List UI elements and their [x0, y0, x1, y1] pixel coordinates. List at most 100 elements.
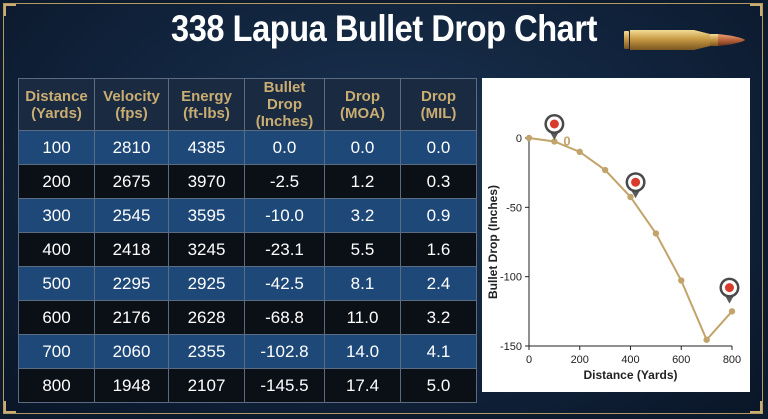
table-cell: 4385 [168, 130, 245, 165]
table-cell: 3970 [168, 164, 245, 199]
table-cell: 3.2 [400, 300, 477, 335]
x-tick-label: 600 [672, 354, 690, 366]
x-axis-title: Distance (Yards) [583, 368, 677, 382]
table-cell: 500 [18, 266, 95, 301]
drop-point [652, 230, 660, 237]
y-tick-label: -100 [500, 272, 522, 284]
table-cell: 14.0 [324, 334, 401, 369]
pin-bullseye [724, 283, 734, 293]
frame-corner [4, 401, 16, 413]
y-tick-label: -50 [506, 202, 522, 214]
table-row: 500 2295 2925 -42.5 8.1 2.4 [18, 266, 477, 301]
table-cell: 2675 [94, 164, 169, 199]
pin-bullseye [631, 177, 641, 187]
target-pin-icon [625, 172, 646, 199]
drop-point [601, 166, 609, 174]
table-cell: 2.4 [400, 266, 477, 301]
table-header-row: Distance (Yards) Velocity (fps) Energy (ft-… [18, 78, 477, 131]
drop-point [728, 308, 736, 315]
table-cell: 200 [18, 164, 95, 199]
table-cell: 2355 [168, 334, 245, 369]
point-annotation: 0 [563, 133, 570, 148]
table-cell: -2.5 [244, 164, 325, 199]
target-pin-icon [544, 114, 565, 140]
header-distance: Distance (Yards) [18, 78, 95, 131]
table-cell: 17.4 [324, 368, 401, 403]
table-cell: 2810 [94, 130, 169, 165]
cartridge-icon [624, 30, 745, 50]
frame-corner [750, 4, 762, 16]
table-cell: -10.0 [244, 198, 325, 233]
drop-chart-panel: 0 -50 -100 -150 0 200 400 600 800 Distance (Yards… [482, 78, 750, 392]
table-cell: 0.0 [400, 130, 477, 165]
frame-corner [750, 401, 762, 413]
drop-chart: 0 -50 -100 -150 0 200 400 600 800 Distance (Yards… [486, 114, 741, 382]
drop-point [703, 336, 710, 343]
table-cell: 2295 [94, 266, 169, 301]
page-title: 338 Lapua Bullet Drop Chart [171, 8, 597, 49]
table-cell: 5.0 [400, 368, 477, 403]
drop-point [525, 134, 533, 142]
table-cell: 3.2 [324, 198, 401, 233]
table-cell: 2107 [168, 368, 245, 403]
drop-point [678, 277, 685, 284]
table-cell: 1.2 [324, 164, 401, 199]
table-row: 700 2060 2355 -102.8 14.0 4.1 [18, 334, 477, 369]
table-cell: 11.0 [324, 300, 401, 335]
table-cell: 0.0 [324, 130, 401, 165]
table-cell: 800 [18, 368, 95, 403]
x-tick-label: 200 [571, 354, 589, 366]
y-axis-title: Bullet Drop (Inches) [486, 185, 500, 299]
table-cell: 2060 [94, 334, 169, 369]
drop-point [576, 148, 583, 156]
table-cell: 300 [18, 198, 95, 233]
header-energy: Energy (ft-lbs) [168, 78, 245, 131]
header-drop-moa: Drop (MOA) [324, 78, 401, 131]
table-cell: 1948 [94, 368, 169, 403]
table-cell: -42.5 [244, 266, 325, 301]
table-cell: 2628 [168, 300, 245, 335]
x-tick-label: 800 [723, 354, 741, 366]
table-cell: 400 [18, 232, 95, 267]
table-cell: -145.5 [244, 368, 325, 403]
table-row: 800 1948 2107 -145.5 17.4 5.0 [18, 368, 477, 403]
table-row: 600 2176 2628 -68.8 11.0 3.2 [18, 300, 477, 335]
drop-point [551, 138, 558, 145]
table-cell: -102.8 [244, 334, 325, 369]
table-cell: 600 [18, 300, 95, 335]
table-row: 200 2675 3970 -2.5 1.2 0.3 [18, 164, 477, 199]
ballistics-table: Distance (Yards) Velocity (fps) Energy (ft-… [18, 78, 477, 403]
table-cell: 3595 [168, 198, 245, 233]
frame-corner [4, 4, 16, 16]
header-drop-mil: Drop (MIL) [400, 78, 477, 131]
header-velocity: Velocity (fps) [94, 78, 169, 131]
table-cell: 0.3 [400, 164, 477, 199]
table-cell: 700 [18, 334, 95, 369]
table-cell: 8.1 [324, 266, 401, 301]
table-cell: 0.9 [400, 198, 477, 233]
y-tick-label: -150 [500, 341, 522, 353]
y-tick-label: 0 [516, 133, 522, 145]
x-tick-label: 400 [621, 354, 639, 366]
table-cell: -68.8 [244, 300, 325, 335]
x-tick-label: 0 [526, 354, 532, 366]
table-cell: -23.1 [244, 232, 325, 267]
table-cell: 0.0 [244, 130, 325, 165]
table-cell: 1.6 [400, 232, 477, 267]
table-cell: 4.1 [400, 334, 477, 369]
drop-point [627, 193, 634, 201]
table-row: 400 2418 3245 -23.1 5.5 1.6 [18, 232, 477, 267]
table-cell: 2176 [94, 300, 169, 335]
table-row: 100 2810 4385 0.0 0.0 0.0 [18, 130, 477, 165]
drop-line [528, 137, 733, 342]
header-bullet-drop: Bullet Drop (Inches) [244, 78, 325, 131]
table-cell: 3245 [168, 232, 245, 267]
table-row: 300 2545 3595 -10.0 3.2 0.9 [18, 198, 477, 233]
table-cell: 2418 [94, 232, 169, 267]
target-pin-icon [719, 277, 740, 304]
table-cell: 5.5 [324, 232, 401, 267]
table-cell: 2545 [94, 198, 169, 233]
pin-bullseye [549, 119, 559, 129]
table-cell: 2925 [168, 266, 245, 301]
table-cell: 100 [18, 130, 95, 165]
